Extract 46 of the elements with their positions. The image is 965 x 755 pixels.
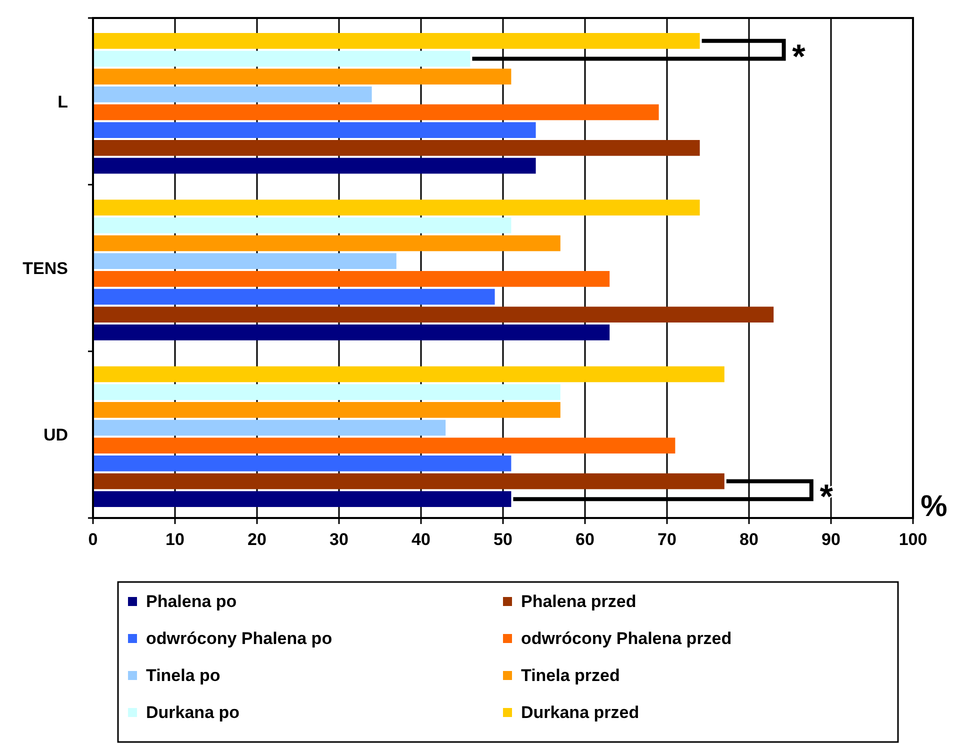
x-tick-label: 0 xyxy=(88,530,98,549)
bar xyxy=(93,306,774,322)
x-tick-label: 70 xyxy=(658,530,676,549)
annotation: * xyxy=(792,38,806,76)
bar xyxy=(93,104,659,120)
bar xyxy=(93,271,610,287)
x-tick-label: 10 xyxy=(166,530,184,549)
legend-label: Tinela po xyxy=(146,666,220,685)
x-axis-title: % xyxy=(920,490,948,523)
x-tick-label: 60 xyxy=(576,530,594,549)
legend-label: Tinela przed xyxy=(521,666,620,685)
x-tick-label: 90 xyxy=(822,530,840,549)
bar xyxy=(93,200,700,216)
bar xyxy=(93,324,610,340)
bar xyxy=(93,235,560,252)
legend-label: odwrócony Phalena po xyxy=(146,629,332,648)
bar xyxy=(93,491,512,507)
legend-label: Durkana po xyxy=(146,703,240,722)
legend-label: Phalena przed xyxy=(521,592,636,611)
y-tick-label: TENS xyxy=(22,259,68,278)
bar xyxy=(93,366,724,382)
bar xyxy=(93,122,536,138)
x-tick-label: 40 xyxy=(412,530,430,549)
x-tick-label: 50 xyxy=(494,530,512,549)
x-tick-label: 100 xyxy=(898,530,928,549)
y-tick-label: L xyxy=(58,92,68,112)
legend-label: Phalena po xyxy=(146,592,237,611)
bar xyxy=(93,68,512,84)
legend-label: odwrócony Phalena przed xyxy=(521,629,732,648)
bar xyxy=(93,158,536,174)
bar xyxy=(93,288,495,305)
bar xyxy=(93,420,446,436)
bar xyxy=(93,438,676,454)
bar xyxy=(93,218,512,234)
bar xyxy=(93,384,560,400)
bar xyxy=(93,50,470,67)
bar xyxy=(93,402,560,418)
y-tick-label: UD xyxy=(43,426,68,445)
x-tick-label: 80 xyxy=(740,530,758,549)
x-tick-label: 20 xyxy=(248,530,266,549)
x-tick-label: 30 xyxy=(330,530,348,549)
bar xyxy=(93,456,512,472)
bar xyxy=(93,86,372,102)
bar xyxy=(93,253,396,269)
legend-label: Durkana przed xyxy=(521,703,640,722)
bar xyxy=(93,140,700,156)
